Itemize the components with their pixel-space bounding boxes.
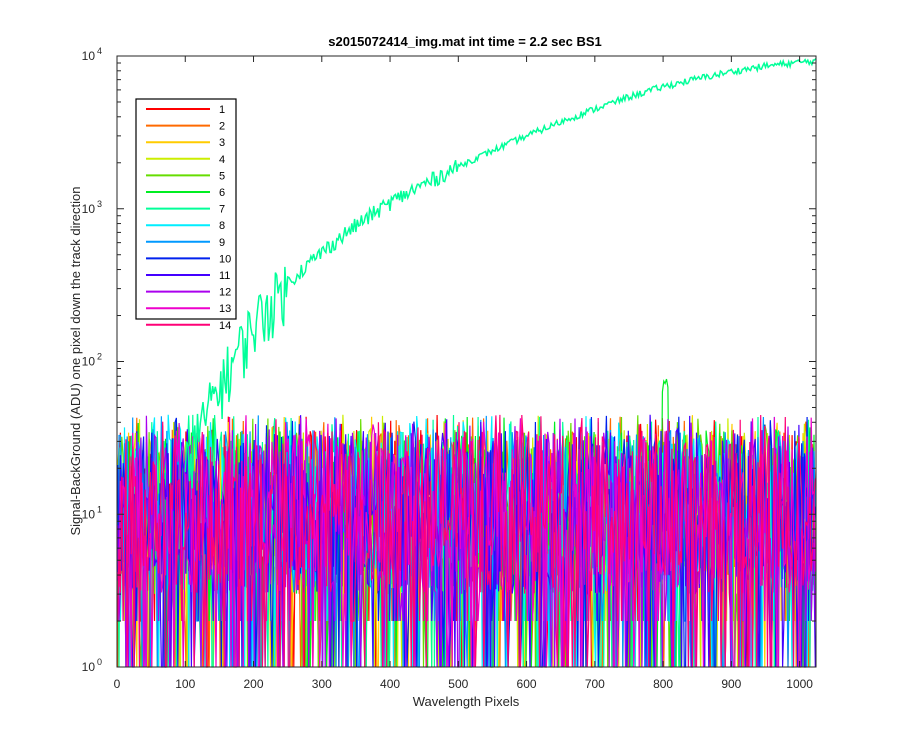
x-tick-label: 100 — [175, 677, 195, 691]
legend-label-3: 3 — [219, 137, 225, 149]
x-tick-label: 0 — [114, 677, 121, 691]
series-7-signal-line — [184, 57, 817, 489]
noise-layer — [117, 378, 816, 668]
legend-label-1: 1 — [219, 104, 225, 116]
y-tick-label: 10 — [82, 202, 96, 216]
x-tick-label: 400 — [380, 677, 400, 691]
y-axis-label: Signal-BackGround (ADU) one pixel down t… — [68, 186, 83, 535]
x-tick-label: 900 — [721, 677, 741, 691]
x-tick-label: 200 — [244, 677, 264, 691]
x-tick-label: 700 — [585, 677, 605, 691]
x-tick-label: 300 — [312, 677, 332, 691]
legend-label-12: 12 — [219, 287, 231, 299]
x-axis-label: Wavelength Pixels — [413, 694, 520, 709]
legend-label-4: 4 — [219, 154, 225, 166]
series-14-noise-line — [117, 414, 816, 668]
y-tick-exponent: 3 — [97, 199, 102, 209]
x-tick-label: 1000 — [786, 677, 813, 691]
legend-label-9: 9 — [219, 237, 225, 249]
y-tick-label: 10 — [82, 355, 96, 369]
legend-label-2: 2 — [219, 121, 225, 133]
y-tick-exponent: 4 — [97, 46, 102, 56]
y-tick-label: 10 — [82, 49, 96, 63]
y-tick-exponent: 2 — [97, 352, 102, 362]
legend-label-6: 6 — [219, 187, 225, 199]
legend-label-5: 5 — [219, 170, 225, 182]
legend-label-8: 8 — [219, 220, 225, 232]
y-tick-exponent: 0 — [97, 657, 102, 667]
y-tick-exponent: 1 — [97, 504, 102, 514]
x-tick-label: 500 — [448, 677, 468, 691]
signal-layer — [184, 57, 817, 489]
legend-label-11: 11 — [219, 270, 230, 282]
x-tick-label: 600 — [517, 677, 537, 691]
legend-label-13: 13 — [219, 303, 231, 315]
y-tick-label: 10 — [82, 660, 96, 674]
legend-label-10: 10 — [219, 253, 231, 265]
y-tick-label: 10 — [82, 507, 96, 521]
x-axis-ticks: 0 100 200 300 400 500 600 700 800 900 1000 — [114, 56, 813, 691]
chart-title: s2015072414_img.mat int time = 2.2 sec B… — [328, 34, 602, 49]
legend-label-7: 7 — [219, 204, 225, 216]
legend-label-14: 14 — [219, 320, 231, 332]
x-tick-label: 800 — [653, 677, 673, 691]
